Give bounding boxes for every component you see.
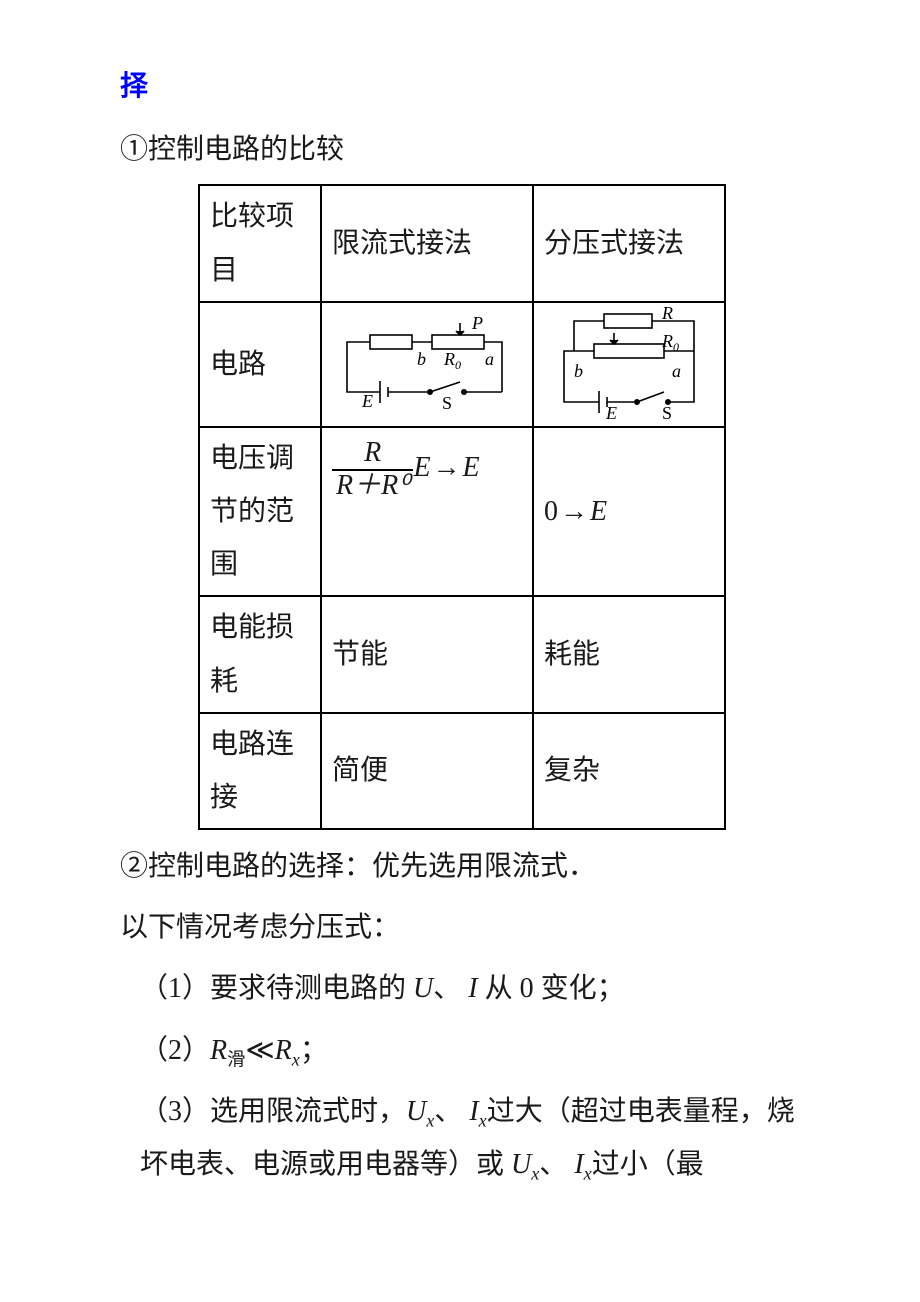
voltage-divider-circuit-icon: R R0 b a E S bbox=[544, 307, 709, 422]
cell-label: 电路连接 bbox=[199, 713, 321, 829]
zero: 0 bbox=[544, 496, 558, 527]
cell-range: 0→E bbox=[533, 427, 725, 597]
label-E: E bbox=[605, 403, 617, 422]
cell-label: 电路 bbox=[199, 302, 321, 427]
label-P: P bbox=[471, 317, 483, 333]
comparison-table: 比较项目 限流式接法 分压式接法 电路 bbox=[198, 184, 726, 830]
label-R: R bbox=[661, 307, 673, 323]
section-heading: 择 bbox=[120, 60, 800, 113]
cell-label: 比较项目 bbox=[199, 185, 321, 301]
cell-value: 复杂 bbox=[533, 713, 725, 829]
cell-voltage-divider: 分压式接法 bbox=[533, 185, 725, 301]
var-Ix: I bbox=[574, 1149, 583, 1180]
label-b: b bbox=[417, 349, 426, 369]
subscript: x bbox=[479, 1110, 487, 1130]
var-U: U bbox=[413, 973, 433, 1004]
text: （2） bbox=[140, 1035, 210, 1066]
cell-label: 电压调节的范围 bbox=[199, 427, 321, 597]
label-E: E bbox=[361, 391, 373, 411]
subscript: 滑 bbox=[227, 1049, 245, 1069]
cell-value: 简便 bbox=[321, 713, 533, 829]
document-page: 择 ①控制电路的比较 比较项目 限流式接法 分压式接法 电路 bbox=[0, 0, 920, 1239]
list-item: （2）R滑≪Rx； bbox=[120, 1024, 800, 1077]
text: （1）要求待测电路的 bbox=[140, 973, 413, 1004]
label-R0b: R0 bbox=[661, 331, 679, 354]
table-row: 电路连接 简便 复杂 bbox=[199, 713, 725, 829]
table-row: 电压调节的范围 R R＋R⁰ E→E 0→E bbox=[199, 427, 725, 597]
text: 从 0 变化； bbox=[478, 973, 625, 1004]
list-item: （3）选用限流式时，Ux、Ix过大（超过电表量程，烧坏电表、电源或用电器等）或 … bbox=[120, 1085, 800, 1191]
intro-line: ①控制电路的比较 bbox=[120, 123, 800, 176]
text: （3）选用限流式时， bbox=[140, 1096, 406, 1127]
cell-label: 电能损耗 bbox=[199, 596, 321, 712]
consider-line: 以下情况考虑分压式： bbox=[120, 901, 800, 954]
var-E: E bbox=[590, 496, 607, 527]
text: 、 bbox=[539, 1149, 567, 1180]
var-Ux: U bbox=[406, 1096, 426, 1127]
var-Ix: I bbox=[469, 1096, 478, 1127]
arrow-icon: → bbox=[558, 495, 590, 526]
cell-circuit-voltage-divider: R R0 b a E S bbox=[533, 302, 725, 427]
table-row: 电能损耗 节能 耗能 bbox=[199, 596, 725, 712]
cell-current-limit: 限流式接法 bbox=[321, 185, 533, 301]
fraction: R R＋R⁰ bbox=[332, 438, 413, 502]
var-R: R bbox=[210, 1035, 227, 1066]
label-a: a bbox=[672, 361, 681, 381]
table-row: 比较项目 限流式接法 分压式接法 bbox=[199, 185, 725, 301]
label-b: b bbox=[574, 361, 583, 381]
cell-value: 耗能 bbox=[533, 596, 725, 712]
numerator: R bbox=[332, 438, 413, 471]
arrow-icon: → bbox=[431, 451, 463, 482]
subscript: x bbox=[292, 1049, 300, 1069]
much-less-than: ≪ bbox=[245, 1035, 274, 1066]
list-item: （1）要求待测电路的 U、I 从 0 变化； bbox=[120, 962, 800, 1015]
var-Rx: R bbox=[275, 1035, 292, 1066]
cell-circuit-current-limit: P b R0 a E S bbox=[321, 302, 533, 427]
subscript: x bbox=[584, 1164, 592, 1184]
var-I: I bbox=[468, 973, 477, 1004]
text: 、 bbox=[434, 1096, 462, 1127]
table-row: 电路 bbox=[199, 302, 725, 427]
text: ； bbox=[300, 1035, 328, 1066]
label-R0: R0 bbox=[443, 349, 461, 372]
label-S: S bbox=[442, 393, 452, 412]
choice-line: ②控制电路的选择：优先选用限流式． bbox=[120, 840, 800, 893]
cell-formula: R R＋R⁰ E→E bbox=[321, 427, 533, 597]
text: 、 bbox=[433, 973, 461, 1004]
var-E: E bbox=[463, 452, 480, 483]
var-E: E bbox=[413, 452, 430, 483]
label-a: a bbox=[485, 349, 494, 369]
text: 过小（最 bbox=[592, 1149, 704, 1180]
cell-value: 节能 bbox=[321, 596, 533, 712]
label-S: S bbox=[662, 403, 672, 422]
current-limiting-circuit-icon: P b R0 a E S bbox=[332, 317, 517, 412]
denominator: R＋R⁰ bbox=[332, 471, 413, 502]
var-Ux: U bbox=[511, 1149, 531, 1180]
